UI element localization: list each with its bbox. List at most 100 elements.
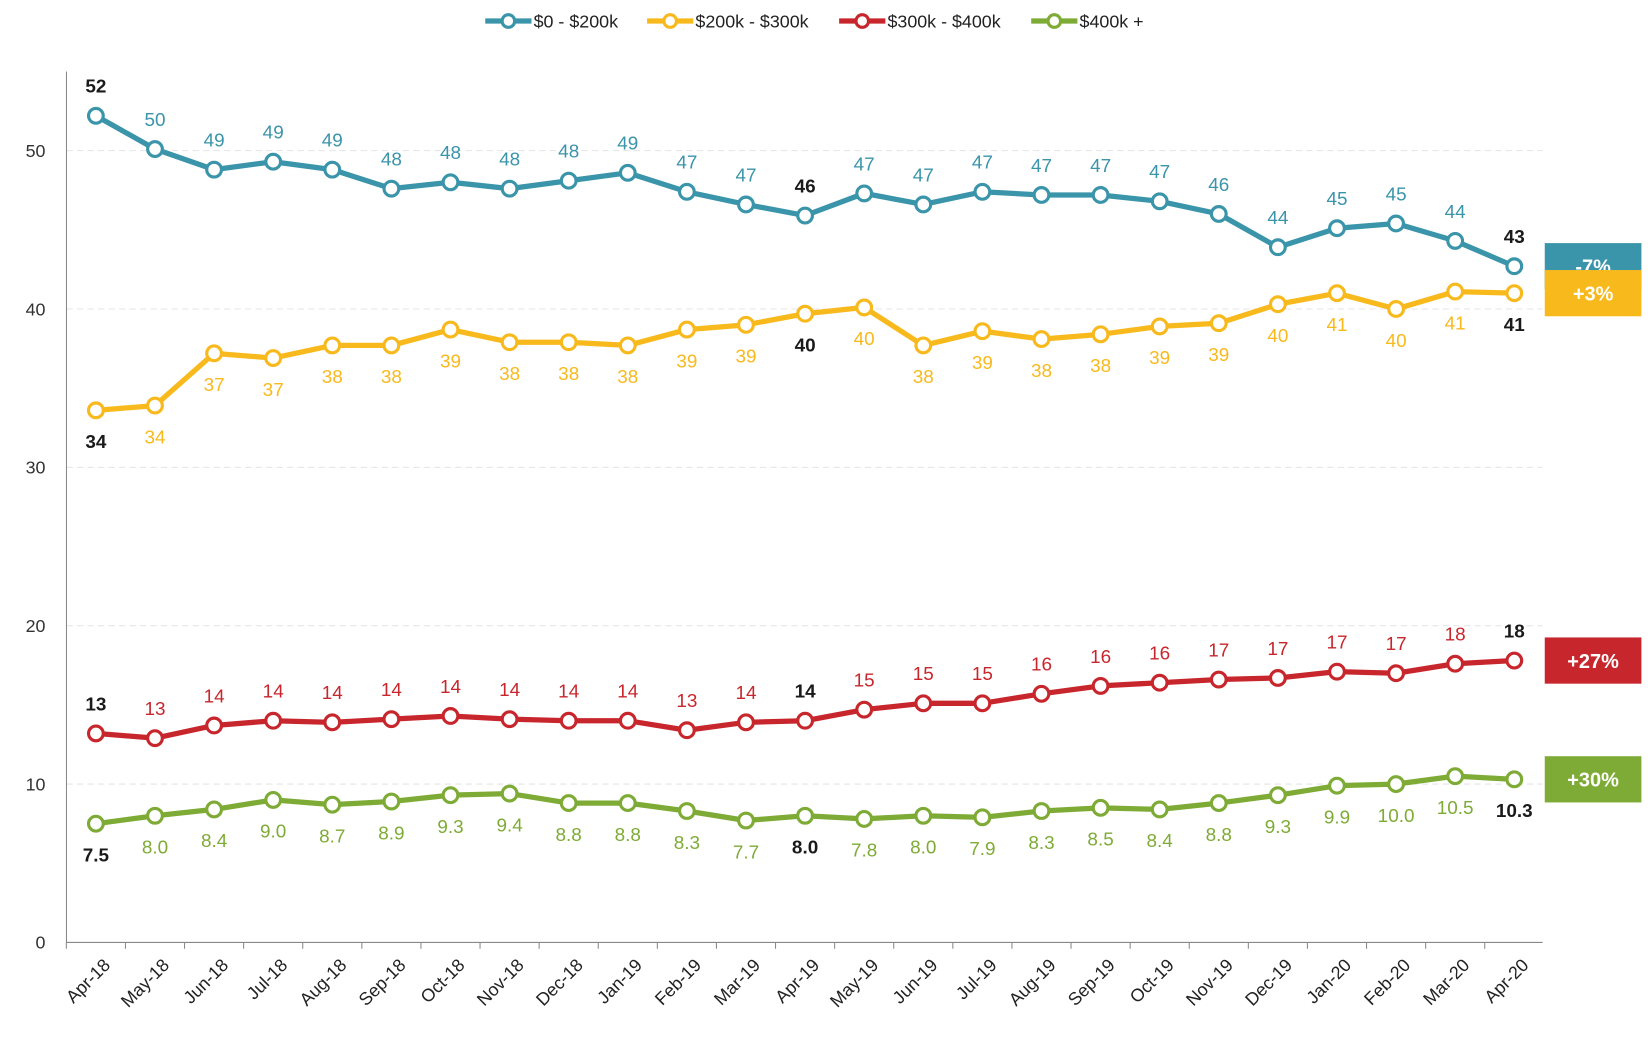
legend-label: $300k - $400k xyxy=(887,11,1000,31)
data-label: 8.8 xyxy=(1206,825,1232,846)
data-point xyxy=(618,336,637,355)
data-label: 48 xyxy=(381,150,402,171)
data-label: 47 xyxy=(1090,156,1111,177)
data-label: 16 xyxy=(1090,647,1111,668)
data-label: 8.8 xyxy=(615,825,641,846)
data-point xyxy=(618,163,637,182)
data-label: 9.3 xyxy=(1265,817,1291,838)
data-label: 15 xyxy=(972,664,993,685)
data-label: 38 xyxy=(1031,361,1052,382)
data-point xyxy=(1446,654,1465,673)
data-point xyxy=(1209,205,1228,223)
data-label: 7.5 xyxy=(83,845,109,866)
change-badge xyxy=(1544,637,1642,684)
data-point xyxy=(1328,219,1346,238)
data-label: 38 xyxy=(558,364,579,385)
data-label: 16 xyxy=(1149,644,1170,665)
data-point xyxy=(914,195,933,214)
change-label: +27% xyxy=(1567,651,1619,673)
data-label: 47 xyxy=(1149,162,1170,183)
data-label: 47 xyxy=(735,165,756,186)
legend-label: $400k + xyxy=(1080,11,1144,31)
data-label: 8.7 xyxy=(319,826,345,847)
data-label: 40 xyxy=(854,329,875,350)
data-point xyxy=(205,800,224,819)
data-label: 41 xyxy=(1326,315,1347,336)
data-label: 47 xyxy=(913,165,934,186)
y-tick-label: 0 xyxy=(36,933,46,953)
data-label: 16 xyxy=(1031,655,1052,676)
x-tick-label: Feb-20 xyxy=(1360,955,1414,1009)
data-label: 10.0 xyxy=(1378,806,1415,827)
data-point xyxy=(1150,192,1169,211)
data-label: 45 xyxy=(1326,189,1347,210)
x-tick-label: Mar-20 xyxy=(1419,955,1473,1009)
data-point xyxy=(737,713,755,732)
legend-marker xyxy=(1046,13,1063,29)
data-label: 39 xyxy=(676,351,697,372)
data-label: 15 xyxy=(913,664,934,685)
data-point xyxy=(500,179,519,198)
data-point xyxy=(86,106,105,125)
data-point xyxy=(323,336,342,355)
data-point xyxy=(146,396,164,415)
data-label: 14 xyxy=(617,682,638,703)
data-point xyxy=(441,786,460,805)
data-label: 44 xyxy=(1445,202,1466,223)
data-point xyxy=(1268,669,1287,687)
data-label: 8.4 xyxy=(1147,831,1173,852)
data-label: 7.7 xyxy=(733,842,759,863)
data-point xyxy=(973,694,992,713)
data-point xyxy=(796,304,815,323)
x-tick-label: May-18 xyxy=(117,955,173,1011)
data-point xyxy=(1032,330,1051,349)
data-label: 8.0 xyxy=(910,838,936,859)
data-point xyxy=(914,806,933,825)
data-label: 47 xyxy=(972,153,993,174)
data-point xyxy=(1209,314,1228,333)
data-point xyxy=(737,315,755,334)
x-tick-label: Aug-18 xyxy=(296,955,351,1010)
data-point xyxy=(1091,325,1110,344)
data-label: 8.0 xyxy=(792,838,818,859)
data-label: 44 xyxy=(1267,208,1288,229)
data-point xyxy=(559,794,578,813)
data-point xyxy=(855,298,874,317)
data-label: 47 xyxy=(676,153,697,174)
data-point xyxy=(1032,684,1051,703)
data-label: 8.3 xyxy=(674,833,700,854)
data-label: 14 xyxy=(381,680,402,701)
x-tick-label: Jan-19 xyxy=(593,955,646,1008)
data-point xyxy=(205,344,224,363)
x-tick-label: Jul-19 xyxy=(952,955,1001,1004)
data-label: 38 xyxy=(499,364,520,385)
data-point xyxy=(441,320,460,339)
data-label: 52 xyxy=(85,77,106,98)
y-tick-label: 20 xyxy=(26,616,46,636)
data-point xyxy=(146,729,164,748)
data-point xyxy=(323,713,342,732)
x-tick-label: Jun-19 xyxy=(889,955,942,1008)
data-label: 48 xyxy=(440,143,461,164)
x-tick-label: Apr-18 xyxy=(62,955,114,1007)
data-point xyxy=(618,794,637,813)
data-point xyxy=(441,173,460,192)
legend-label: $200k - $300k xyxy=(695,11,808,31)
data-label: 9.4 xyxy=(496,815,522,836)
data-label: 8.4 xyxy=(201,831,227,852)
data-label: 34 xyxy=(85,432,107,453)
data-label: 17 xyxy=(1208,640,1229,661)
data-point xyxy=(323,160,342,179)
legend-marker xyxy=(662,13,679,29)
data-label: 40 xyxy=(1267,326,1288,347)
data-point xyxy=(382,792,401,811)
x-tick-label: May-19 xyxy=(826,955,882,1011)
data-label: 13 xyxy=(85,694,106,715)
data-label: 14 xyxy=(440,677,461,698)
data-point xyxy=(1209,670,1228,689)
data-label: 18 xyxy=(1504,621,1525,642)
x-tick-label: Sep-18 xyxy=(355,955,410,1010)
data-point xyxy=(264,152,283,171)
data-point xyxy=(1505,770,1524,789)
